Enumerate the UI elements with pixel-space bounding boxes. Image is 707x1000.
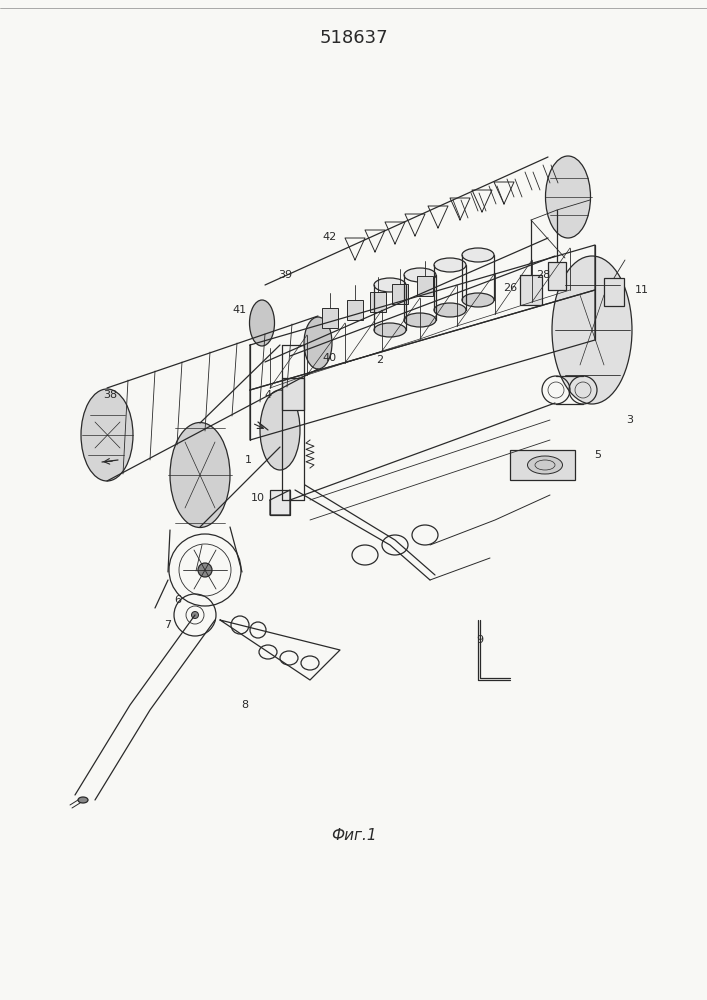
Text: 9: 9 bbox=[477, 635, 484, 645]
Text: 7: 7 bbox=[165, 620, 172, 630]
Text: 10: 10 bbox=[251, 493, 265, 503]
Text: Фиг.1: Фиг.1 bbox=[331, 828, 377, 842]
Ellipse shape bbox=[404, 268, 436, 282]
Ellipse shape bbox=[434, 303, 466, 317]
Bar bbox=[392, 284, 408, 304]
Bar bbox=[370, 292, 386, 312]
Bar bbox=[548, 262, 566, 290]
Text: 42: 42 bbox=[323, 232, 337, 242]
Bar bbox=[510, 450, 575, 480]
Text: 5: 5 bbox=[595, 450, 602, 460]
Ellipse shape bbox=[81, 389, 133, 481]
Ellipse shape bbox=[404, 313, 436, 327]
Ellipse shape bbox=[552, 256, 632, 404]
Ellipse shape bbox=[462, 248, 494, 262]
Bar bbox=[282, 378, 304, 410]
Bar bbox=[604, 278, 624, 306]
Ellipse shape bbox=[170, 422, 230, 528]
Text: 38: 38 bbox=[103, 390, 117, 400]
Ellipse shape bbox=[374, 323, 406, 337]
Text: 28: 28 bbox=[536, 270, 550, 280]
Text: 41: 41 bbox=[233, 305, 247, 315]
Text: 8: 8 bbox=[241, 700, 249, 710]
Ellipse shape bbox=[527, 456, 563, 474]
Ellipse shape bbox=[462, 293, 494, 307]
Text: 40: 40 bbox=[323, 353, 337, 363]
Ellipse shape bbox=[198, 563, 212, 577]
Bar bbox=[417, 276, 433, 296]
Ellipse shape bbox=[250, 300, 274, 346]
Text: 6: 6 bbox=[175, 595, 182, 605]
Bar bbox=[322, 308, 338, 328]
Bar bbox=[270, 490, 290, 515]
Ellipse shape bbox=[374, 278, 406, 292]
Text: 39: 39 bbox=[278, 270, 292, 280]
Text: 4: 4 bbox=[264, 390, 271, 400]
Ellipse shape bbox=[78, 797, 88, 803]
Text: 518637: 518637 bbox=[320, 29, 388, 47]
Text: 1: 1 bbox=[245, 455, 252, 465]
Ellipse shape bbox=[260, 390, 300, 470]
Bar bbox=[520, 275, 542, 305]
Ellipse shape bbox=[304, 317, 332, 369]
Text: 2: 2 bbox=[376, 355, 384, 365]
Text: 11: 11 bbox=[635, 285, 649, 295]
Ellipse shape bbox=[546, 156, 590, 238]
Ellipse shape bbox=[192, 611, 199, 618]
Text: 26: 26 bbox=[503, 283, 517, 293]
Bar bbox=[347, 300, 363, 320]
Text: 3: 3 bbox=[626, 415, 633, 425]
Ellipse shape bbox=[434, 258, 466, 272]
